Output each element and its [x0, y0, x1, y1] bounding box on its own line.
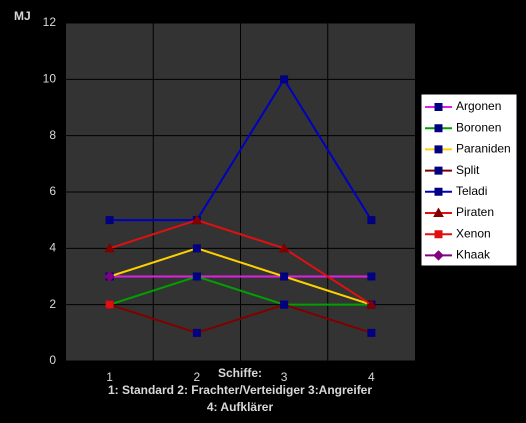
data-point [280, 75, 289, 84]
legend-label: Paraniden [456, 142, 511, 156]
legend-marker [434, 145, 443, 154]
y-tick-label: 6 [49, 184, 56, 198]
legend-label: Split [456, 163, 480, 177]
data-point [104, 271, 115, 282]
legend-label: Xenon [456, 226, 491, 240]
legend-label: Argonen [456, 99, 501, 113]
series-line [109, 303, 372, 334]
series-line [109, 219, 372, 306]
series-line [109, 247, 372, 306]
data-point [105, 300, 114, 309]
data-point [280, 272, 289, 281]
data-point [280, 300, 289, 309]
x-axis-label: 4: Aufklärer [207, 400, 274, 414]
data-point [367, 272, 376, 281]
legend-label: Boronen [456, 120, 501, 134]
data-point [192, 328, 201, 337]
y-tick-label: 12 [43, 15, 57, 29]
legend-marker [434, 187, 443, 196]
y-tick-label: 10 [43, 72, 57, 86]
series-line [109, 77, 373, 222]
data-point [192, 244, 201, 253]
data-point [192, 272, 201, 281]
x-tick-label: 3 [281, 370, 288, 384]
x-axis-label: Schiffe: [218, 366, 262, 380]
legend-marker [434, 230, 443, 239]
data-point [105, 216, 114, 225]
data-point [366, 299, 377, 309]
y-tick-label: 4 [49, 241, 56, 255]
y-tick-label: 0 [49, 353, 56, 367]
y-tick-label: 2 [49, 297, 56, 311]
data-point [278, 242, 290, 253]
x-tick-label: 2 [194, 370, 201, 384]
series-line [109, 275, 372, 306]
data-point [367, 328, 376, 337]
chart-title: MJ [14, 9, 31, 23]
legend-label: Khaak [456, 248, 491, 262]
data-point [367, 216, 376, 225]
x-tick-label: 4 [368, 370, 375, 384]
legend-marker [433, 250, 444, 261]
legend-label: Piraten [456, 205, 494, 219]
legend-marker [433, 207, 444, 217]
legend-marker [434, 124, 443, 133]
data-point [191, 214, 203, 225]
x-tick-label: 1 [106, 370, 113, 384]
legend-marker [434, 166, 443, 175]
x-axis-label: 1: Standard 2: Frachter/Verteidiger 3:An… [108, 383, 372, 397]
legend-label: Teladi [456, 184, 487, 198]
data-point [104, 242, 115, 253]
y-tick-label: 8 [49, 128, 56, 142]
legend-marker [434, 103, 443, 111]
